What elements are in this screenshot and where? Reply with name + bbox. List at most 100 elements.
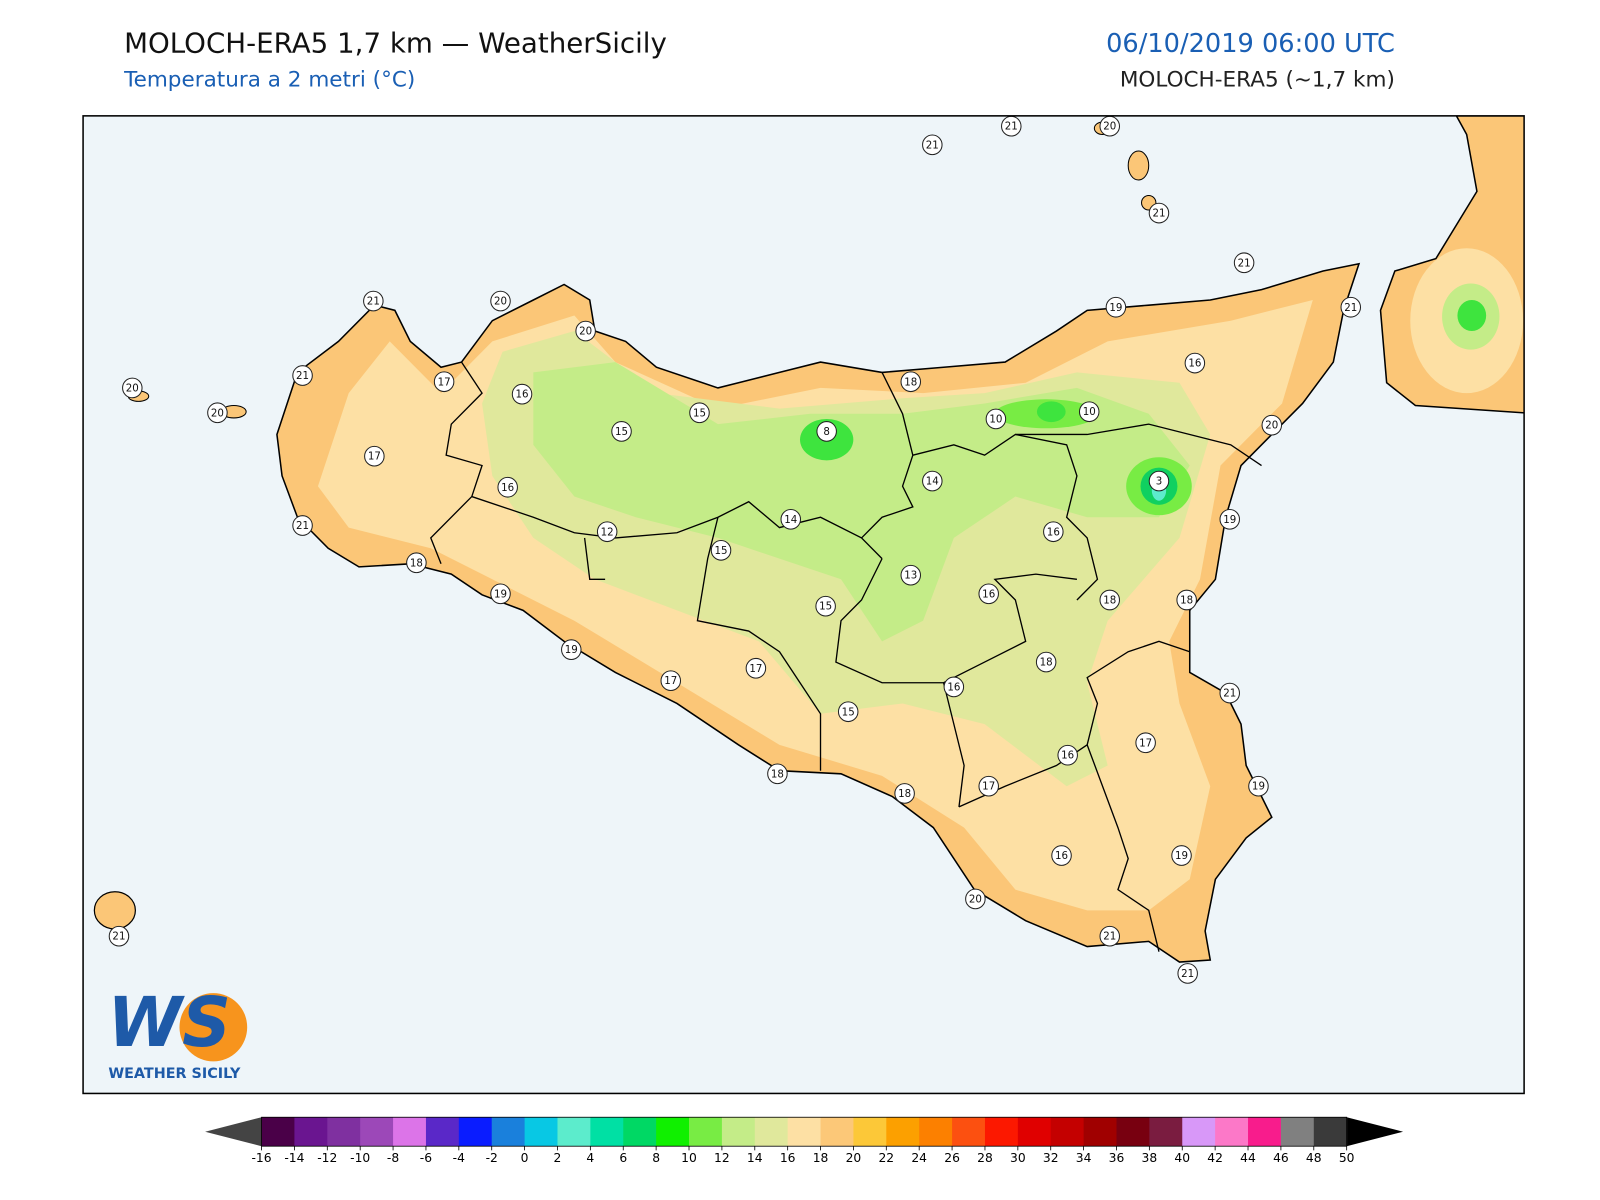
- colorbar-swatch: [524, 1117, 558, 1147]
- station-marker: [780, 508, 802, 530]
- colorbar-tick-label: 4: [586, 1151, 594, 1165]
- station-marker: [922, 470, 943, 492]
- colorbar-tick-label: 38: [1142, 1151, 1158, 1165]
- colorbar-swatch: [754, 1117, 789, 1147]
- station: 17: [978, 775, 999, 797]
- station-value: 16: [1055, 850, 1068, 862]
- station-marker: [816, 421, 837, 442]
- colorbar-tick-label: 2: [554, 1151, 562, 1165]
- colorbar-swatch: [623, 1117, 657, 1147]
- colorbar-swatch: [425, 1117, 460, 1147]
- station-marker: [292, 365, 313, 386]
- colorbar-swatch: [656, 1117, 690, 1147]
- station: 14: [922, 470, 943, 492]
- station: 17: [364, 445, 385, 467]
- station-value: 13: [904, 570, 917, 582]
- colorbar-swatch: [1050, 1117, 1085, 1147]
- station: 20: [490, 290, 511, 312]
- station-marker: [596, 521, 618, 543]
- station: 16: [1057, 744, 1078, 766]
- station-value: 17: [982, 781, 995, 793]
- station: 16: [943, 676, 965, 698]
- station-marker: [511, 383, 533, 405]
- station-value: 19: [1223, 514, 1236, 526]
- station-value: 18: [771, 768, 784, 780]
- colorbar: -16 -14 -12 -10 -8 -6 -4 -2 0 2 4 6 8 10 12 14 16 18 20 22 2…: [205, 1116, 1404, 1165]
- station: 21: [108, 925, 130, 947]
- station-marker: [561, 639, 582, 660]
- colorbar-swatch: [886, 1117, 920, 1147]
- station-value: 20: [126, 382, 139, 394]
- colorbar-tick-label: 36: [1109, 1151, 1125, 1165]
- station-marker: [837, 701, 859, 723]
- station-marker: [497, 476, 518, 498]
- station-marker: [364, 445, 385, 467]
- station-value: 18: [1040, 657, 1053, 669]
- colorbar-tick-label: 40: [1174, 1151, 1190, 1165]
- colorbar-under: [205, 1117, 262, 1147]
- station-marker: [1078, 401, 1100, 423]
- station-marker: [1099, 589, 1120, 611]
- station-value: 19: [1109, 302, 1122, 314]
- colorbar-tick-label: 26: [944, 1151, 960, 1165]
- station-value: 14: [784, 514, 797, 526]
- colorbar-swatch: [1280, 1117, 1315, 1147]
- logo-name: WEATHER SICILY: [108, 1066, 241, 1082]
- station-value: 16: [982, 588, 995, 600]
- station-marker: [815, 595, 836, 617]
- colorbar-tick-label: 32: [1043, 1151, 1059, 1165]
- station-marker: [406, 552, 427, 574]
- station-labels: 21 21 20 21 21 21 19 16 20 10 10 3 19 14 16 18 8 15 15 16 20…: [108, 115, 1362, 984]
- station-marker: [1248, 775, 1269, 797]
- colorbar-swatch: [590, 1117, 624, 1147]
- station: 15: [689, 402, 710, 424]
- station-value: 21: [367, 296, 380, 308]
- station-value: 18: [410, 557, 423, 569]
- station: 15: [815, 595, 836, 617]
- station: 21: [1099, 925, 1120, 947]
- station-marker: [922, 134, 943, 156]
- station-marker: [1184, 352, 1206, 374]
- station-marker: [767, 763, 788, 785]
- station: 18: [406, 552, 427, 574]
- colorbar-swatch: [1149, 1117, 1183, 1147]
- station-marker: [900, 371, 922, 393]
- station: 19: [1219, 508, 1240, 530]
- station-value: 17: [664, 675, 677, 687]
- station-value: 18: [1103, 594, 1116, 606]
- station-value: 10: [1083, 406, 1096, 418]
- logo: WS WEATHER SICILY: [108, 984, 248, 1082]
- station-marker: [710, 540, 732, 561]
- station: 15: [611, 421, 632, 442]
- datetime: 06/10/2019 06:00 UTC: [1106, 29, 1395, 59]
- station: 19: [1248, 775, 1269, 797]
- station: 16: [1043, 521, 1064, 543]
- station: 18: [1176, 589, 1197, 611]
- station: 21: [292, 515, 313, 536]
- station-marker: [1176, 589, 1197, 611]
- station-value: 20: [1103, 121, 1116, 133]
- colorbar-tick-label: 12: [714, 1151, 730, 1165]
- station-value: 20: [1265, 420, 1278, 432]
- calabria-peak: [1457, 300, 1487, 332]
- colorbar-swatch: [360, 1117, 394, 1147]
- colorbar-tick-label: 24: [911, 1151, 927, 1165]
- station-value: 18: [904, 376, 917, 388]
- station: 21: [292, 365, 313, 386]
- station-marker: [660, 670, 682, 692]
- station-value: 16: [1047, 526, 1060, 538]
- colorbar-tick-label: 18: [813, 1151, 829, 1165]
- colorbar-swatch: [458, 1117, 493, 1147]
- station-marker: [1233, 252, 1255, 274]
- station: 18: [1099, 589, 1120, 611]
- sicily-uplands: [533, 362, 1190, 642]
- logo-mark: WS: [108, 984, 231, 1063]
- station: 15: [837, 701, 859, 723]
- station-marker: [985, 408, 1007, 430]
- station-value: 21: [296, 370, 309, 382]
- colorbar-swatch: [557, 1117, 591, 1147]
- station: 21: [1148, 202, 1170, 224]
- station-marker: [611, 421, 632, 442]
- station-value: 16: [1061, 750, 1074, 762]
- colorbar-tick-label: -4: [453, 1151, 465, 1165]
